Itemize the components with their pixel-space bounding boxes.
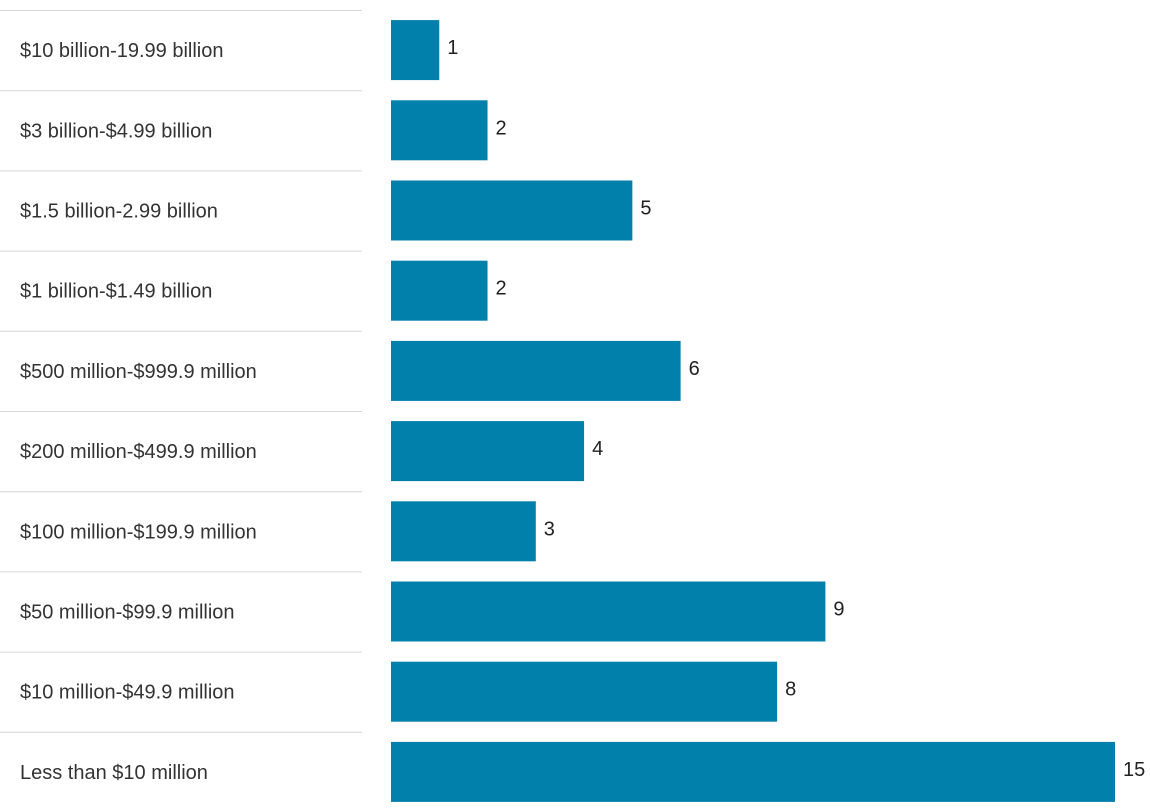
category-label: $100 million-$199.9 million [20, 521, 257, 543]
category-label: $200 million-$499.9 million [20, 441, 257, 463]
value-label: 5 [640, 198, 651, 220]
bar [391, 421, 585, 482]
value-label: 2 [496, 278, 507, 300]
category-label: $10 billion-19.99 billion [20, 40, 223, 62]
bar [391, 20, 440, 81]
row-dividers [0, 10, 362, 733]
value-label: 15 [1123, 759, 1145, 781]
value-label: 9 [833, 599, 844, 621]
bar [391, 581, 826, 642]
bar [391, 741, 1115, 802]
category-label: $3 billion-$4.99 billion [20, 120, 212, 142]
bar [391, 501, 536, 562]
category-label: $1.5 billion-2.99 billion [20, 201, 218, 223]
category-label: Less than $10 million [20, 762, 208, 784]
bars [391, 20, 1115, 802]
category-label: $500 million-$999.9 million [20, 361, 257, 383]
category-label: $1 billion-$1.49 billion [20, 281, 212, 303]
bar [391, 260, 488, 321]
value-label: 2 [496, 117, 507, 139]
bar [391, 180, 633, 241]
category-label: $50 million-$99.9 million [20, 602, 235, 624]
value-label: 6 [689, 358, 700, 380]
value-label: 3 [544, 518, 555, 540]
bar [391, 340, 681, 401]
bar [391, 100, 488, 161]
value-label: 4 [592, 438, 603, 460]
category-label: $10 million-$49.9 million [20, 682, 235, 704]
category-labels: $10 billion-19.99 billion $3 billion-$4.9… [20, 40, 257, 784]
value-label: 1 [447, 37, 458, 59]
value-labels: 1 2 5 2 6 4 3 9 8 15 [447, 37, 1145, 781]
value-label: 8 [785, 679, 796, 701]
bar [391, 661, 778, 722]
